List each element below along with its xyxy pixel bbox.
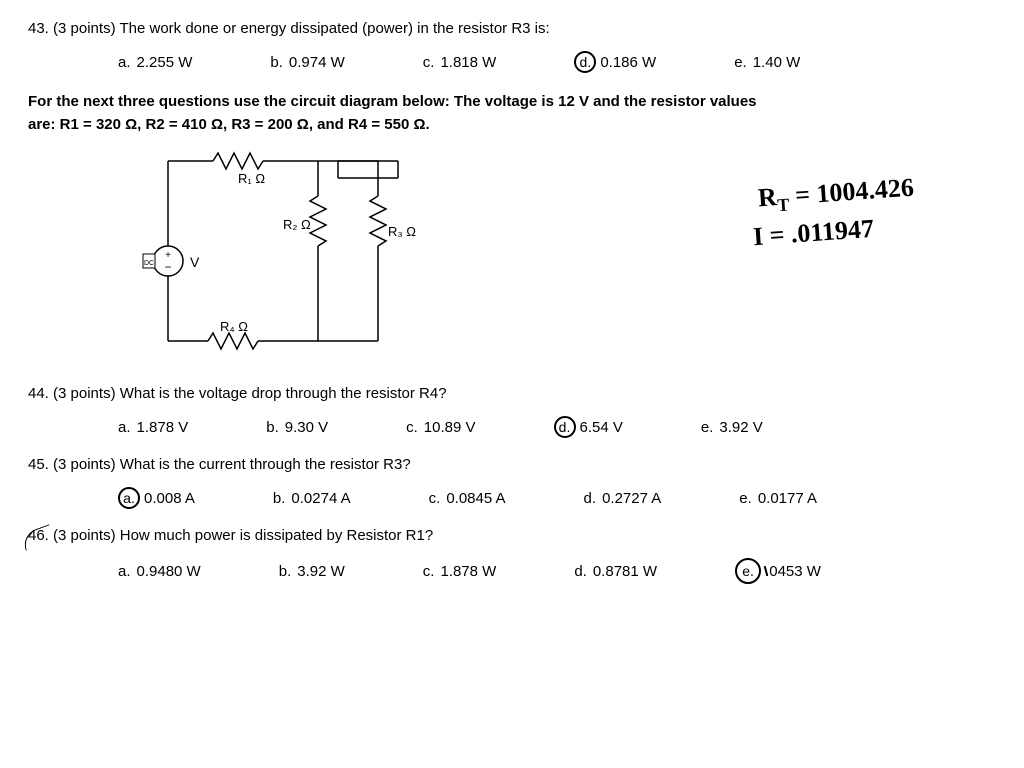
r3-label: R₃ Ω: [388, 224, 416, 239]
q45-points: (3 points): [53, 456, 116, 473]
q43-options: a.2.255 W b.0.974 W c.1.818 W d.0.186 W …: [118, 51, 996, 73]
q46-e: .0453 W: [765, 563, 821, 580]
q45-text: What is the current through the resistor…: [120, 456, 411, 473]
q45-line: 45. (3 points) What is the current throu…: [28, 456, 996, 473]
q45-e: 0.0177 A: [758, 490, 817, 507]
q46-text: How much power is dissipated by Resistor…: [120, 527, 433, 544]
r1-label: R₁ Ω: [238, 171, 265, 186]
q43-e: 1.40 W: [753, 54, 801, 71]
circuit-diagram: + − DC R₁ Ω R₂ Ω R₃ Ω R₄ Ω V: [138, 141, 438, 371]
r4-label: R₄ Ω: [220, 319, 248, 334]
q43-d-circle: d.: [574, 51, 596, 73]
q46-arc-mark: [20, 524, 55, 551]
q44-d-circle: d.: [554, 416, 576, 438]
q45-a: 0.008 A: [144, 490, 195, 507]
q43-b: 0.974 W: [289, 54, 345, 71]
svg-text:−: −: [164, 260, 171, 274]
q44-c: 10.89 V: [424, 419, 476, 436]
q46-c: 1.878 W: [440, 563, 496, 580]
instructions-line1: For the next three questions use the cir…: [28, 91, 996, 112]
q44-line: 44. (3 points) What is the voltage drop …: [28, 385, 996, 402]
q46-a: 0.9480 W: [137, 563, 201, 580]
dc-label: DC: [144, 260, 154, 267]
q43-a: 2.255 W: [137, 54, 193, 71]
q43-d: 0.186 W: [600, 54, 656, 71]
q43-text: The work done or energy dissipated (powe…: [119, 20, 549, 37]
q44-e: 3.92 V: [719, 419, 762, 436]
q45-number: 45.: [28, 456, 49, 473]
q46-line: 46. (3 points) How much power is dissipa…: [28, 527, 996, 544]
q45-b: 0.0274 A: [291, 490, 350, 507]
q45-options: a.0.008 A b.0.0274 A c.0.0845 A d.0.2727…: [118, 487, 996, 509]
q44-points: (3 points): [53, 385, 116, 402]
q46-d: 0.8781 W: [593, 563, 657, 580]
q44-text: What is the voltage drop through the res…: [120, 385, 447, 402]
v-label: V: [190, 254, 200, 270]
q45-c: 0.0845 A: [446, 490, 505, 507]
q45-a-circle: a.: [118, 487, 140, 509]
q43-points: (3 points): [53, 20, 116, 37]
instructions-line2: are: R1 = 320 Ω, R2 = 410 Ω, R3 = 200 Ω,…: [28, 114, 996, 135]
q44-a: 1.878 V: [137, 419, 189, 436]
q46-e-circle: e.: [735, 558, 761, 584]
q44-b: 9.30 V: [285, 419, 328, 436]
r2-label: R₂ Ω: [283, 217, 311, 232]
q43-c: 1.818 W: [440, 54, 496, 71]
q44-d: 6.54 V: [580, 419, 623, 436]
q44-number: 44.: [28, 385, 49, 402]
q46-options: a.0.9480 W b.3.92 W c.1.878 W d.0.8781 W…: [118, 558, 996, 584]
q44-options: a.1.878 V b.9.30 V c.10.89 V d.6.54 V e.…: [118, 416, 996, 438]
q46-points: (3 points): [53, 527, 116, 544]
q46-b: 3.92 W: [297, 563, 345, 580]
q43-number: 43.: [28, 20, 49, 37]
q43-line: 43. (3 points) The work done or energy d…: [28, 20, 996, 37]
q45-d: 0.2727 A: [602, 490, 661, 507]
